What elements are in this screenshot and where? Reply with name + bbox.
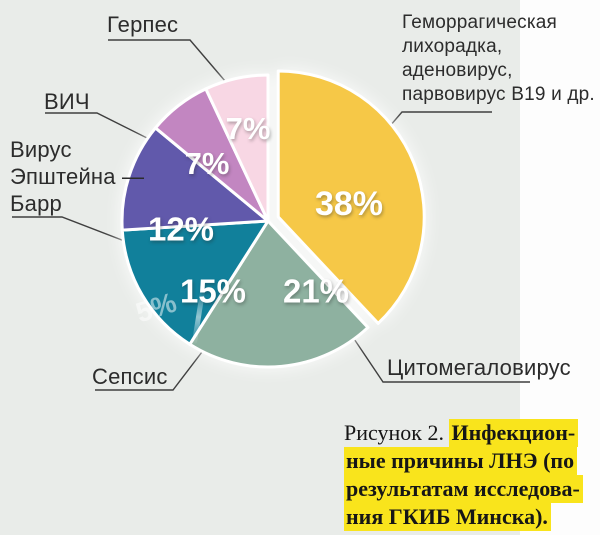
caption-prefix: Рисунок 2. [344,420,450,445]
pie-value-labels: 38% 21% 15% 12% 7%7% [148,111,383,310]
label-hemorrhagic: Геморрагическая лихорадка, аденовирус, п… [402,12,595,105]
caption-line: ния ГКИБ Минска). [344,503,600,531]
caption-line: результатам исследова- [344,475,600,503]
slice-value-label: 21% [283,273,349,310]
pie-slice-4 [120,126,270,232]
pie-slice-3 [120,219,270,346]
pie-slices [120,69,426,369]
slice-value-label: 7% [185,146,230,181]
figure-caption: Рисунок 2. Инфекцион- ные причины ЛНЭ (п… [344,419,600,531]
label-cmv: Цитомегаловирус [387,355,571,380]
slice-value-label: 15% [180,273,246,310]
label-vich: ВИЧ [44,89,90,114]
leader-line-epstein [12,216,141,248]
pie-slice-6 [204,73,270,223]
leader-line-gerpes [108,39,238,96]
pie-slice-2 [188,219,370,369]
slice-value-label: 7% [226,111,271,146]
label-gerpes: Герпес [107,12,179,37]
caption-highlight: ные причины ЛНЭ (по [344,447,578,475]
caption-line: Рисунок 2. Инфекцион- [344,419,600,447]
pie-slice-1 [276,69,426,325]
caption-highlight: результатам исследова- [344,475,583,503]
label-sepsis: Сепсис [92,364,168,389]
caption-highlight: Инфекцион- [449,419,579,447]
label-epstein: Вирус Эпштейна — Барр [10,137,145,216]
slice-value-label: 38% [315,185,383,223]
caption-highlight: ния ГКИБ Минска). [344,503,551,531]
leader-line-vich [45,112,168,149]
slice-value-label: 12% [148,211,214,248]
caption-line: ные причины ЛНЭ (по [344,447,600,475]
